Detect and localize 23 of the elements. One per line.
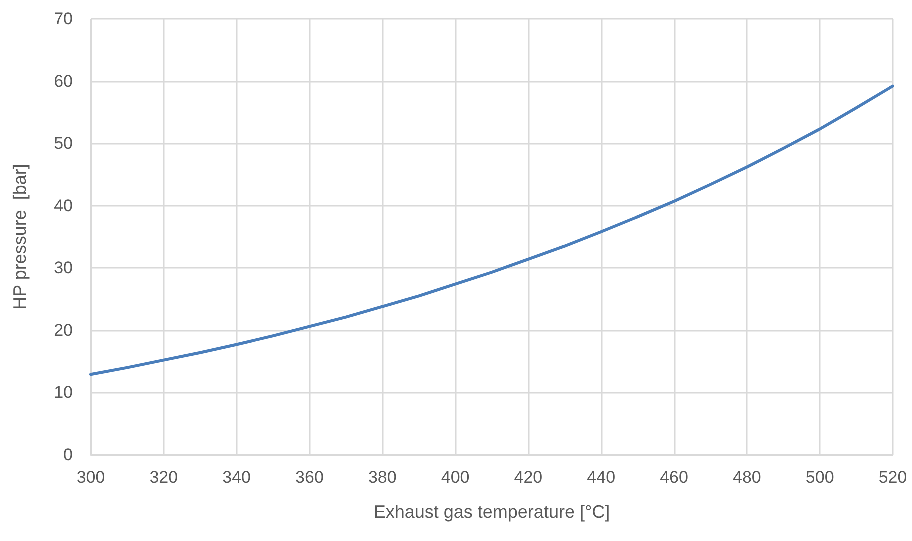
x-tick-label: 380 [368,468,397,487]
line-series [90,84,894,376]
x-axis-title: Exhaust gas temperature [°C] [374,502,610,522]
x-tick-label: 420 [514,468,543,487]
x-tick-label: 480 [732,468,762,487]
x-tick-label: 500 [806,468,834,487]
y-tick-label: 50 [54,134,73,154]
y-tick-label: 30 [54,258,73,278]
y-tick-label: 70 [54,10,73,28]
x-tick-label: 400 [441,468,470,487]
x-tick-label: 320 [150,468,178,487]
y-tick-label: 60 [54,72,73,91]
y-tick-label: 40 [54,196,73,216]
y-tick-label: 20 [54,320,73,340]
y-axis-title: HP pressure [bar] [10,164,30,310]
y-tick-label: 10 [54,383,73,402]
x-tick-label: 340 [222,468,252,487]
x-tick-label: 520 [878,468,908,487]
x-tick-label: 440 [587,468,616,487]
x-tick-label: 460 [660,468,688,487]
y-tick-label: 0 [64,446,73,464]
x-tick-label: 360 [296,468,324,487]
x-tick-label: 300 [76,468,106,487]
